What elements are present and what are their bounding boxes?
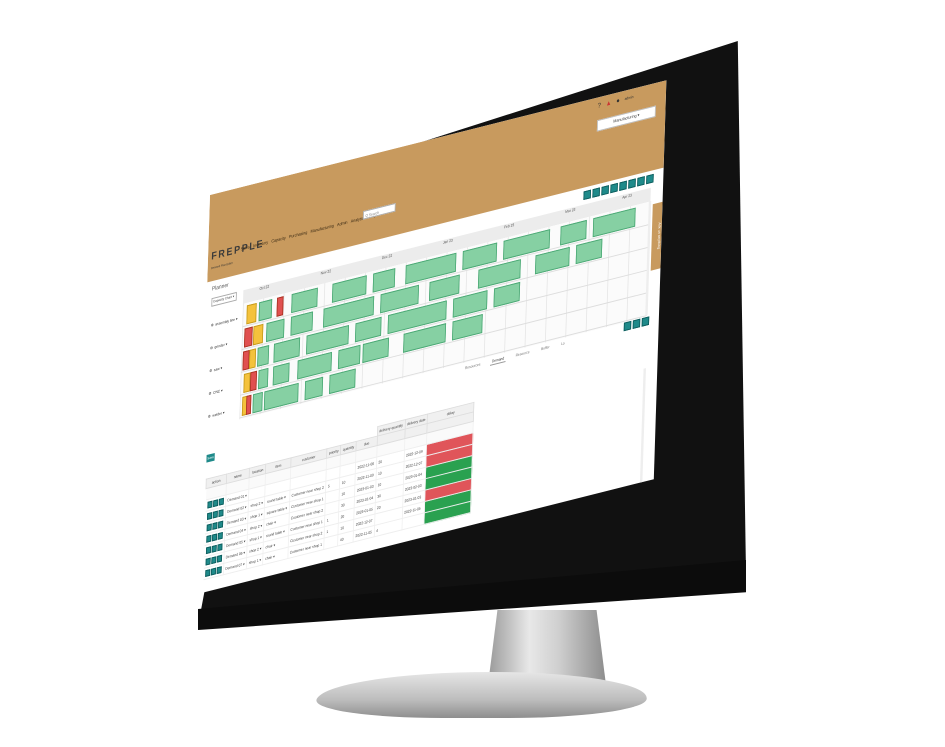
operation-bar[interactable] (243, 326, 253, 348)
copy-icon[interactable] (211, 544, 217, 553)
month-label: Feb 23 (504, 222, 515, 230)
resource-name: CNC ▾ (213, 387, 223, 395)
copy-icon[interactable] (210, 567, 216, 576)
search-input[interactable]: Q Search (362, 202, 396, 220)
tab-demand[interactable]: Demand (490, 354, 506, 366)
toolbar-button[interactable] (623, 320, 632, 332)
gear-icon: ⚙ (209, 367, 213, 373)
operation-bar[interactable] (249, 370, 258, 392)
menu-item[interactable]: Capacity (271, 235, 286, 244)
delete-icon[interactable] (216, 543, 223, 551)
monitor-stand-base (310, 672, 656, 718)
toolbar-button[interactable] (583, 189, 591, 201)
delete-icon[interactable] (216, 554, 222, 563)
operation-bar[interactable] (329, 368, 356, 395)
operation-bar[interactable] (245, 394, 252, 415)
alert-icon[interactable]: ▲ (605, 99, 612, 108)
operation-bar[interactable] (263, 382, 299, 411)
resource-name: grinder ▾ (214, 340, 228, 349)
table-scrollbar[interactable] (639, 368, 646, 483)
copy-icon[interactable] (212, 498, 218, 507)
tab-more[interactable]: Lo (560, 340, 565, 347)
operation-bar[interactable] (248, 348, 257, 369)
copy-icon[interactable] (211, 521, 218, 530)
gear-icon: ⚙ (208, 390, 212, 396)
operation-bar[interactable] (276, 296, 284, 317)
user-icon[interactable]: ● (616, 97, 620, 106)
cell-quantity: 40 (337, 530, 354, 546)
copy-icon[interactable] (211, 533, 217, 541)
scenario-dropdown[interactable]: Manufacturing ▾ (596, 105, 656, 132)
operation-bar[interactable] (304, 376, 324, 401)
edit-icon[interactable] (206, 500, 213, 509)
top-icons: ? ▲ ● admin (598, 94, 634, 110)
help-icon[interactable]: ? (597, 102, 601, 110)
edit-icon[interactable] (205, 534, 212, 543)
delete-icon[interactable] (218, 508, 224, 517)
save-button[interactable]: Save (206, 452, 215, 463)
cell-priority (323, 534, 339, 550)
user-label[interactable]: admin (624, 94, 634, 102)
operation-bar[interactable] (252, 323, 264, 346)
menu-item[interactable]: Purchasing (288, 229, 308, 240)
gear-icon: ⚙ (210, 321, 214, 328)
operation-bar[interactable] (246, 302, 257, 325)
month-label: Jan 23 (442, 237, 453, 245)
breadcrumb: Demand Plan Editor (210, 260, 233, 271)
operation-bar[interactable] (258, 299, 273, 322)
toolbar-button[interactable] (628, 178, 636, 189)
toolbar-button[interactable] (610, 182, 618, 194)
delete-icon[interactable] (217, 531, 223, 540)
delete-icon[interactable] (217, 520, 223, 529)
toolbar-button[interactable] (637, 176, 645, 187)
tab-buffer[interactable]: Buffer (540, 344, 550, 352)
menu-item[interactable]: Admin (337, 219, 348, 228)
edit-icon[interactable] (206, 511, 212, 520)
operation-bar[interactable] (252, 391, 263, 414)
toolbar-button[interactable] (592, 187, 600, 198)
toolbar-button[interactable] (632, 318, 641, 330)
edit-icon[interactable] (206, 523, 212, 531)
page-title: Planner (211, 282, 229, 293)
copy-icon[interactable] (210, 555, 216, 564)
month-label: Dec 22 (381, 252, 393, 261)
edit-icon[interactable] (204, 568, 210, 577)
gear-icon: ⚙ (207, 412, 211, 419)
month-label: Oct 22 (259, 283, 270, 291)
resource-name: assembly line ▾ (215, 315, 238, 327)
menu-item[interactable]: Manufacturing (310, 223, 334, 234)
resource-name: saw ▾ (213, 364, 223, 372)
edit-icon[interactable] (205, 557, 211, 566)
toolbar-button[interactable] (646, 173, 654, 185)
gear-icon: ⚙ (209, 344, 214, 351)
resource-name: welder ▾ (212, 409, 225, 418)
operation-bar[interactable] (257, 345, 270, 367)
capacity-select[interactable]: Capacity Chart ▾ (211, 291, 237, 307)
main-menu: Sales Inventory Capacity Purchasing Manu… (241, 213, 377, 252)
operation-bar[interactable] (258, 367, 269, 390)
month-label: Apr 23 (622, 192, 632, 200)
month-label: Nov 22 (320, 268, 332, 276)
toolbar-button[interactable] (601, 185, 609, 196)
copy-icon[interactable] (212, 510, 218, 519)
delete-icon[interactable] (216, 565, 222, 574)
delete-icon[interactable] (218, 497, 224, 506)
toolbar-button[interactable] (641, 316, 650, 327)
edit-icon[interactable] (205, 545, 211, 554)
toolbar-button[interactable] (619, 180, 627, 192)
month-label: Mar 23 (565, 206, 576, 215)
